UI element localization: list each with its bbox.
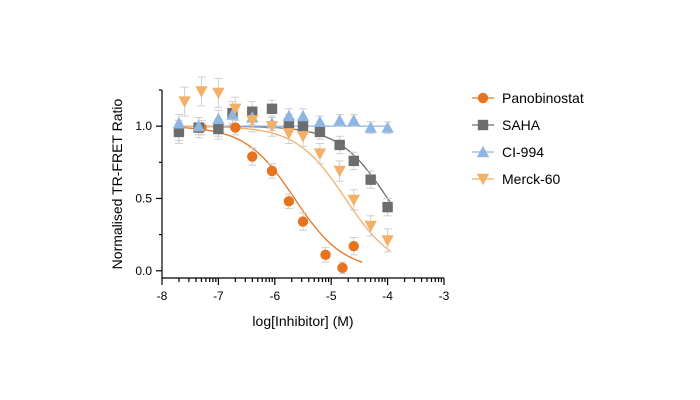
panobinostat-point	[297, 216, 309, 227]
merck-60-point	[333, 165, 346, 178]
merck-60-point	[282, 128, 296, 140]
merck-60-point	[364, 220, 377, 233]
ci-994-point	[172, 117, 186, 129]
saha-point	[266, 103, 278, 114]
y-axis-label: Normalised TR-FRET Ratio	[109, 98, 125, 269]
x-tick-label: -3	[439, 289, 450, 303]
legend-marker-ci-994	[476, 145, 490, 158]
merck-60-point	[313, 148, 327, 160]
y-tick-label: 0.0	[135, 264, 152, 278]
ci-994-point	[226, 108, 239, 120]
x-tick-label: -8	[157, 289, 168, 303]
ci-994-point	[333, 114, 346, 126]
merck-60-point	[229, 103, 242, 115]
merck-60-fit-curve	[178, 125, 391, 252]
ci-994-point	[282, 109, 296, 122]
ci-994-point	[313, 115, 327, 128]
merck-60-point	[195, 86, 208, 98]
saha-point	[283, 118, 295, 129]
merck-60-point	[381, 235, 394, 247]
ci-994-point	[192, 119, 205, 132]
merck-60-point	[212, 87, 225, 100]
ci-994-point	[381, 121, 394, 133]
saha-point	[382, 201, 393, 213]
saha-point	[365, 174, 376, 185]
y-tick-label: 1.0	[135, 119, 152, 133]
x-tick-label: -6	[269, 289, 280, 303]
merck-60-point	[296, 131, 310, 143]
saha-point	[314, 126, 326, 138]
panobinostat-point	[283, 196, 295, 207]
saha-point	[213, 123, 224, 135]
saha-point	[334, 139, 345, 151]
legend-marker-saha	[477, 119, 489, 131]
panobinostat-point	[266, 165, 278, 177]
saha-point	[348, 155, 359, 167]
panobinostat-fit-curve	[178, 126, 363, 263]
saha-point	[297, 120, 309, 132]
x-tick-label: -7	[213, 289, 224, 303]
x-axis-label: log[Inhibitor] (M)	[252, 313, 353, 329]
x-tick-label: -5	[326, 289, 337, 303]
ci-994-point	[212, 112, 225, 125]
panobinostat-point	[230, 122, 241, 133]
ci-994-point	[347, 114, 360, 126]
y-tick-label: 0.5	[135, 191, 152, 205]
legend-label-panobinostat: Panobinostat	[502, 90, 584, 106]
merck-60-point	[246, 115, 259, 127]
ci-994-point	[364, 121, 377, 133]
legend-marker-panobinostat	[477, 92, 489, 104]
saha-point	[173, 126, 185, 138]
merck-60-point	[265, 120, 279, 133]
ci-994-point	[296, 109, 310, 122]
legend-label-merck-60: Merck-60	[502, 171, 561, 187]
panobinostat-point	[247, 151, 258, 162]
panobinostat-point	[348, 240, 359, 252]
x-tick-label: -4	[382, 289, 393, 303]
merck-60-point	[178, 96, 191, 108]
legend-label-saha: SAHA	[502, 117, 541, 133]
merck-60-point	[347, 194, 360, 207]
panobinostat-point	[337, 262, 348, 274]
legend-marker-merck-60	[476, 173, 490, 186]
panobinostat-point	[320, 249, 331, 261]
legend-label-ci-994: CI-994	[502, 144, 544, 160]
